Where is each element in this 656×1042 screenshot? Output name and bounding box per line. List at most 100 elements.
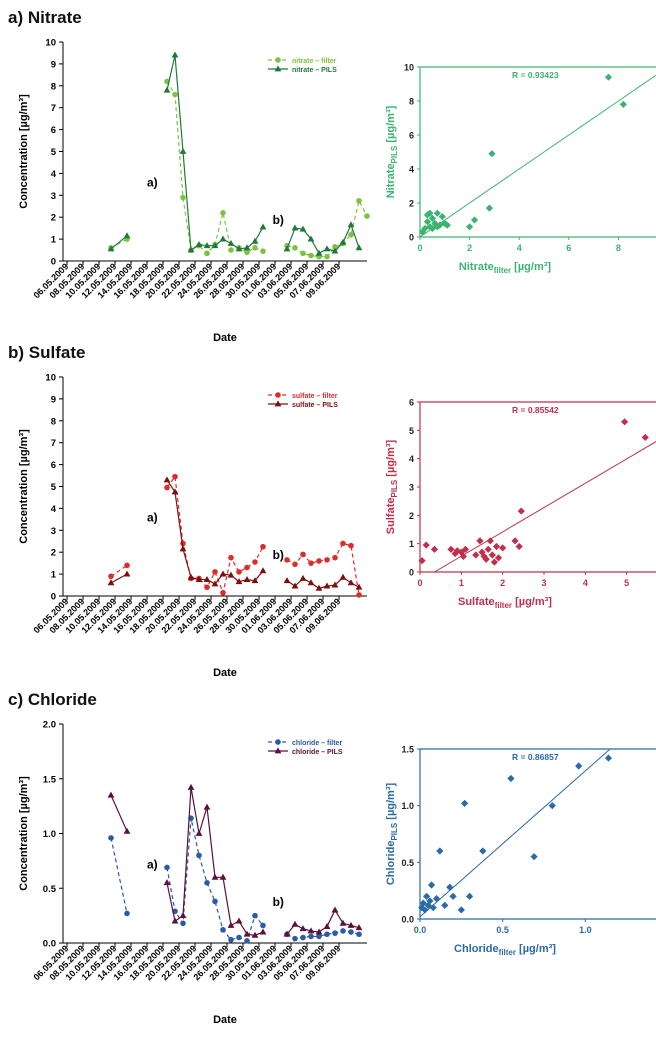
annotation-a: a) — [147, 176, 158, 190]
y-axis-label: Concentration [µg/m³] — [18, 429, 30, 544]
x-axis-label: Date — [213, 667, 237, 679]
data-point — [171, 51, 179, 58]
data-point — [316, 558, 322, 564]
scatter-point — [427, 881, 436, 889]
data-point — [219, 570, 227, 577]
y-axis-label: Concentration [µg/m³] — [18, 776, 30, 891]
y-tick-label: 0.5 — [401, 858, 414, 868]
series-line — [286, 542, 360, 596]
data-point — [195, 575, 203, 582]
data-point — [124, 562, 130, 569]
data-point — [259, 223, 267, 230]
legend-label: nitrate – filter — [292, 58, 337, 65]
scatter-point — [443, 221, 451, 229]
data-point — [220, 927, 226, 933]
scatter-point — [472, 551, 480, 559]
scatter-point — [461, 799, 469, 807]
data-point — [291, 224, 299, 231]
panel-title-chloride: c) Chloride — [8, 690, 97, 709]
annotation-b: b) — [273, 548, 284, 562]
data-point — [243, 244, 251, 251]
scatter-point — [430, 545, 439, 553]
data-point — [195, 829, 203, 836]
data-point — [331, 906, 339, 913]
data-point — [163, 86, 171, 93]
y-tick-label: 8 — [51, 81, 56, 92]
data-point — [260, 922, 266, 929]
y-tick-label: 10 — [45, 38, 56, 49]
scatter-point — [436, 847, 444, 855]
data-point — [347, 579, 355, 586]
data-point — [252, 912, 258, 919]
scatter-point — [499, 544, 507, 552]
y-tick-label: 0.0 — [401, 915, 414, 925]
data-point — [299, 925, 307, 932]
scatter-point — [441, 219, 449, 227]
scatter-point — [492, 542, 501, 551]
panel-title-sulfate: b) Sulfate — [8, 343, 86, 362]
data-point — [220, 210, 226, 216]
annotation-a: a) — [147, 511, 158, 525]
data-point — [315, 584, 323, 591]
scatter-point — [604, 73, 613, 81]
data-point — [243, 575, 251, 582]
nitrate-timeseries-chart: 01234567891006.05.200908.05.200910.05.20… — [18, 38, 370, 344]
y-axis-label: ChloridePILS [µg/m³] — [385, 782, 399, 885]
data-point — [292, 935, 298, 942]
data-point — [340, 928, 346, 934]
data-point — [331, 247, 339, 254]
y-tick-label: 2 — [409, 199, 414, 209]
x-tick-label: 3 — [541, 578, 546, 588]
data-point — [340, 540, 346, 547]
data-point — [107, 245, 115, 252]
data-point — [300, 551, 306, 558]
data-point — [356, 197, 362, 204]
scatter-point — [438, 213, 446, 221]
data-point — [348, 542, 354, 549]
legend-marker — [274, 400, 282, 407]
data-point — [211, 873, 219, 880]
scatter-point — [479, 847, 487, 855]
data-point — [163, 476, 171, 483]
x-axis-label: Nitratefilter [µg/m³] — [459, 261, 551, 275]
y-tick-label: 7 — [51, 103, 56, 114]
data-point — [203, 242, 211, 249]
x-tick-label: 2 — [500, 578, 505, 588]
data-point — [107, 579, 115, 586]
r-value-label: R = 0.85542 — [512, 405, 559, 415]
x-tick-label: 0 — [417, 243, 422, 253]
series-line — [286, 930, 360, 940]
x-tick-label: 0 — [417, 578, 422, 588]
scatter-point — [530, 853, 538, 861]
data-point — [292, 561, 298, 568]
y-tick-label: 0 — [409, 233, 414, 243]
y-tick-label: 1 — [51, 235, 57, 246]
data-point — [251, 931, 259, 938]
y-tick-label: 2 — [409, 511, 414, 521]
data-point — [172, 91, 178, 98]
y-tick-label: 6 — [51, 460, 56, 471]
data-point — [123, 570, 131, 577]
data-point — [180, 920, 186, 927]
scatter-point — [466, 892, 474, 900]
legend-label: nitrate – PILS — [292, 67, 337, 74]
scatter-point — [548, 802, 556, 810]
y-tick-label: 6 — [409, 398, 414, 408]
legend-marker — [275, 57, 281, 63]
y-tick-label: 1.0 — [43, 829, 56, 840]
data-point — [300, 250, 306, 257]
y-tick-label: 1.5 — [43, 774, 57, 785]
regression-line — [419, 748, 611, 918]
legend-label: sulfate – filter — [292, 393, 338, 400]
regression-line — [419, 74, 656, 238]
series-line — [286, 223, 360, 255]
y-tick-label: 9 — [51, 59, 56, 70]
data-point — [339, 919, 347, 926]
scatter-point — [517, 507, 525, 515]
x-tick-label: 4 — [517, 243, 522, 253]
data-point — [187, 783, 195, 790]
x-tick-label: 5 — [624, 578, 629, 588]
scatter-point — [484, 545, 492, 553]
